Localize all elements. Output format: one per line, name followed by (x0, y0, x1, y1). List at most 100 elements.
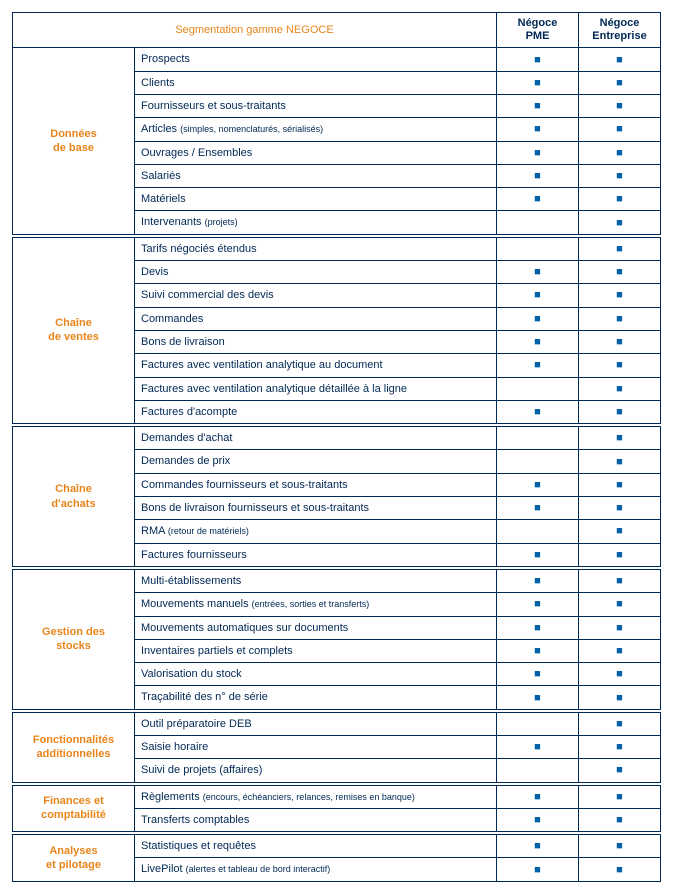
marker-pme: ■ (497, 858, 579, 881)
feature-label: RMA (retour de matériels) (135, 520, 497, 543)
feature-label: Commandes fournisseurs et sous-traitants (135, 473, 497, 496)
marker-entreprise: ■ (579, 284, 661, 307)
feature-label: Factures avec ventilation analytique au … (135, 354, 497, 377)
feature-label: Saisie horaire (135, 735, 497, 758)
feature-label: Devis (135, 261, 497, 284)
marker-pme: ■ (497, 188, 579, 211)
feature-label: Mouvements automatiques sur documents (135, 616, 497, 639)
marker-entreprise: ■ (579, 141, 661, 164)
feature-label: Demandes d'achat (135, 427, 497, 450)
marker-entreprise: ■ (579, 735, 661, 758)
marker-entreprise: ■ (579, 354, 661, 377)
marker-pme: ■ (497, 593, 579, 616)
feature-label: Ouvrages / Ensembles (135, 141, 497, 164)
marker-pme: ■ (497, 663, 579, 686)
marker-entreprise: ■ (579, 330, 661, 353)
marker-entreprise: ■ (579, 188, 661, 211)
marker-pme: ■ (497, 835, 579, 858)
marker-entreprise: ■ (579, 497, 661, 520)
marker-entreprise: ■ (579, 307, 661, 330)
marker-entreprise: ■ (579, 712, 661, 735)
marker-entreprise: ■ (579, 858, 661, 881)
table-row: Chaîned'achatsDemandes d'achat■ (13, 427, 661, 450)
marker-pme (497, 237, 579, 260)
marker-pme: ■ (497, 616, 579, 639)
marker-entreprise: ■ (579, 569, 661, 592)
feature-label: Suivi commercial des devis (135, 284, 497, 307)
marker-pme: ■ (497, 808, 579, 831)
feature-label: Traçabilité des n° de série (135, 686, 497, 709)
feature-label: Clients (135, 71, 497, 94)
marker-entreprise: ■ (579, 616, 661, 639)
marker-entreprise: ■ (579, 663, 661, 686)
marker-entreprise: ■ (579, 543, 661, 566)
marker-pme: ■ (497, 569, 579, 592)
feature-label: Prospects (135, 48, 497, 71)
marker-pme: ■ (497, 400, 579, 423)
feature-label: LivePilot (alertes et tableau de bord in… (135, 858, 497, 881)
marker-pme: ■ (497, 543, 579, 566)
table-row: Finances etcomptabilitéRèglements (encou… (13, 785, 661, 808)
marker-pme: ■ (497, 307, 579, 330)
marker-pme (497, 427, 579, 450)
column-header-pme: NégocePME (497, 13, 579, 48)
marker-entreprise: ■ (579, 835, 661, 858)
marker-pme: ■ (497, 785, 579, 808)
marker-pme (497, 759, 579, 782)
feature-label: Bons de livraison fournisseurs et sous-t… (135, 497, 497, 520)
feature-label: Transferts comptables (135, 808, 497, 831)
section-label-gestion-des-stocks: Gestion desstocks (13, 569, 135, 709)
marker-pme: ■ (497, 118, 579, 141)
marker-entreprise: ■ (579, 164, 661, 187)
marker-pme (497, 712, 579, 735)
feature-label: Commandes (135, 307, 497, 330)
marker-pme (497, 211, 579, 234)
feature-label: Articles (simples, nomenclaturés, sérial… (135, 118, 497, 141)
marker-entreprise: ■ (579, 71, 661, 94)
marker-pme: ■ (497, 497, 579, 520)
marker-pme: ■ (497, 94, 579, 117)
page-title: Segmentation gamme NEGOCE (13, 13, 497, 48)
feature-label: Bons de livraison (135, 330, 497, 353)
marker-entreprise: ■ (579, 377, 661, 400)
feature-label: Statistiques et requêtes (135, 835, 497, 858)
marker-pme: ■ (497, 71, 579, 94)
marker-entreprise: ■ (579, 520, 661, 543)
marker-entreprise: ■ (579, 211, 661, 234)
table-row: Chaînede ventesTarifs négociés étendus■ (13, 237, 661, 260)
feature-label: Tarifs négociés étendus (135, 237, 497, 260)
feature-label: Fournisseurs et sous-traitants (135, 94, 497, 117)
feature-label: Outil préparatoire DEB (135, 712, 497, 735)
feature-label: Règlements (encours, échéanciers, relanc… (135, 785, 497, 808)
feature-label: Matériels (135, 188, 497, 211)
feature-label: Suivi de projets (affaires) (135, 759, 497, 782)
table-row: Gestion desstocksMulti-établissements■■ (13, 569, 661, 592)
section-label-chaine-de-ventes: Chaînede ventes (13, 237, 135, 423)
feature-label: Inventaires partiels et complets (135, 639, 497, 662)
marker-pme (497, 377, 579, 400)
table-row: Donnéesde baseProspects■■ (13, 48, 661, 71)
marker-pme: ■ (497, 639, 579, 662)
feature-label: Mouvements manuels (entrées, sorties et … (135, 593, 497, 616)
marker-entreprise: ■ (579, 785, 661, 808)
marker-pme: ■ (497, 330, 579, 353)
marker-pme: ■ (497, 473, 579, 496)
feature-label: Salariés (135, 164, 497, 187)
marker-entreprise: ■ (579, 686, 661, 709)
marker-entreprise: ■ (579, 808, 661, 831)
marker-pme: ■ (497, 141, 579, 164)
feature-label: Multi-établissements (135, 569, 497, 592)
marker-pme: ■ (497, 354, 579, 377)
section-label-finances-et-comptabilite: Finances etcomptabilité (13, 785, 135, 832)
marker-entreprise: ■ (579, 400, 661, 423)
header-row: Segmentation gamme NEGOCE NégocePME Négo… (13, 13, 661, 48)
section-label-fonctionnalites-additionnelles: Fonctionnalitésadditionnelles (13, 712, 135, 782)
section-label-chaine-dachats: Chaîned'achats (13, 427, 135, 567)
marker-entreprise: ■ (579, 639, 661, 662)
feature-label: Valorisation du stock (135, 663, 497, 686)
marker-entreprise: ■ (579, 118, 661, 141)
marker-pme: ■ (497, 48, 579, 71)
marker-pme: ■ (497, 164, 579, 187)
feature-comparison-table: Segmentation gamme NEGOCE NégocePME Négo… (12, 12, 661, 882)
feature-label: Demandes de prix (135, 450, 497, 473)
